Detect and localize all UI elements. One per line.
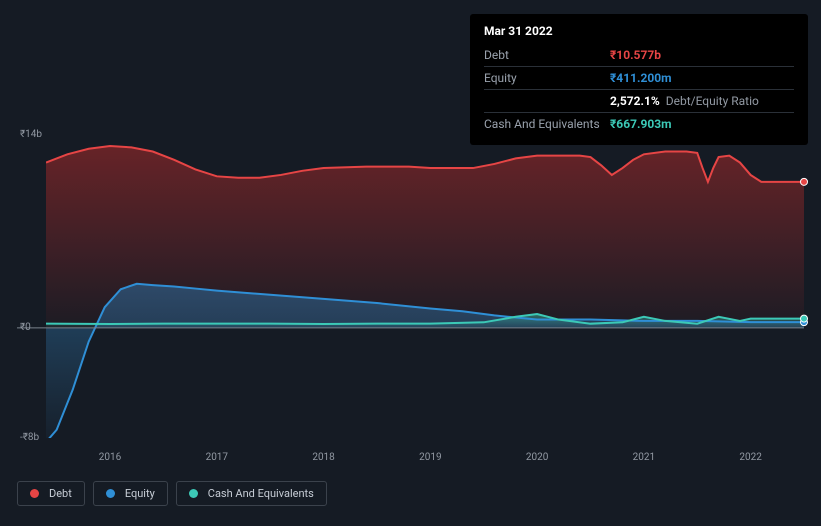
tooltip-row: 2,572.1%Debt/Equity Ratio [484, 90, 794, 113]
chart-container: ₹14b₹0-₹8b 2016201720182019202020212022 … [0, 0, 821, 526]
y-tick: -₹8b [20, 432, 39, 443]
legend-dot [106, 489, 115, 498]
tooltip-sublabel: Debt/Equity Ratio [666, 94, 759, 108]
legend-dot [189, 489, 198, 498]
x-tick: 2019 [419, 452, 441, 463]
y-tick: ₹0 [20, 322, 31, 333]
tooltip-value: ₹411.200m [610, 69, 794, 87]
tooltip-row: Debt₹10.577b [484, 44, 794, 67]
legend-label: Equity [125, 487, 155, 500]
x-tick: 2020 [526, 452, 548, 463]
tooltip-value: ₹667.903m [610, 115, 794, 133]
legend-item[interactable]: Cash And Equivalents [176, 481, 327, 506]
x-tick: 2022 [739, 452, 761, 463]
legend: Debt Equity Cash And Equivalents [17, 481, 327, 506]
tooltip-label: Equity [484, 69, 610, 87]
y-tick: ₹14b [20, 129, 42, 140]
tooltip-value: 2,572.1%Debt/Equity Ratio [610, 92, 794, 110]
x-tick: 2017 [206, 452, 228, 463]
tooltip-row: Cash And Equivalents₹667.903m [484, 113, 794, 135]
x-tick: 2018 [312, 452, 334, 463]
tooltip-value: ₹10.577b [610, 46, 794, 64]
tooltip-label: Debt [484, 46, 610, 64]
tooltip-label: Cash And Equivalents [484, 115, 610, 133]
legend-item[interactable]: Equity [93, 481, 168, 506]
legend-item[interactable]: Debt [17, 481, 85, 506]
legend-label: Cash And Equivalents [208, 487, 314, 500]
tooltip: Mar 31 2022 Debt₹10.577bEquity₹411.200m2… [470, 14, 808, 145]
x-tick: 2016 [99, 452, 121, 463]
legend-dot [30, 489, 39, 498]
x-tick: 2021 [633, 452, 655, 463]
tooltip-title: Mar 31 2022 [484, 22, 794, 40]
legend-label: Debt [49, 487, 72, 500]
tooltip-row: Equity₹411.200m [484, 67, 794, 90]
tooltip-label [484, 92, 610, 110]
